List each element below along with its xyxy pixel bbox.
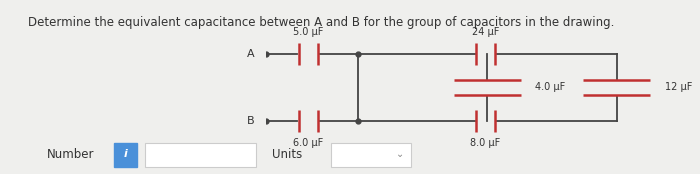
Text: 24 μF: 24 μF bbox=[472, 27, 499, 37]
FancyBboxPatch shape bbox=[113, 143, 137, 167]
FancyBboxPatch shape bbox=[145, 143, 256, 167]
Text: 4.0 μF: 4.0 μF bbox=[536, 82, 566, 93]
Text: B: B bbox=[247, 116, 255, 126]
Text: i: i bbox=[124, 149, 127, 159]
Text: 6.0 μF: 6.0 μF bbox=[293, 138, 323, 148]
Text: 5.0 μF: 5.0 μF bbox=[293, 27, 323, 37]
Text: ⌄: ⌄ bbox=[396, 149, 404, 159]
Text: Determine the equivalent capacitance between A and B for the group of capacitors: Determine the equivalent capacitance bet… bbox=[28, 16, 615, 29]
Text: 8.0 μF: 8.0 μF bbox=[470, 138, 500, 148]
Text: A: A bbox=[247, 49, 255, 59]
FancyBboxPatch shape bbox=[330, 143, 411, 167]
Text: 12 μF: 12 μF bbox=[664, 82, 692, 93]
Text: Number: Number bbox=[47, 148, 94, 161]
Text: Units: Units bbox=[272, 148, 302, 161]
